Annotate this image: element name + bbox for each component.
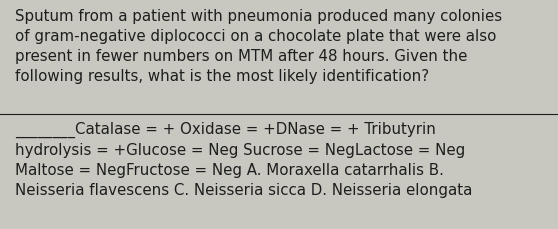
Text: ________Catalase = + Oxidase = +DNase = + Tributyrin
hydrolysis = +Glucose = Neg: ________Catalase = + Oxidase = +DNase = …: [15, 121, 473, 197]
Text: Sputum from a patient with pneumonia produced many colonies
of gram-negative dip: Sputum from a patient with pneumonia pro…: [15, 9, 502, 84]
